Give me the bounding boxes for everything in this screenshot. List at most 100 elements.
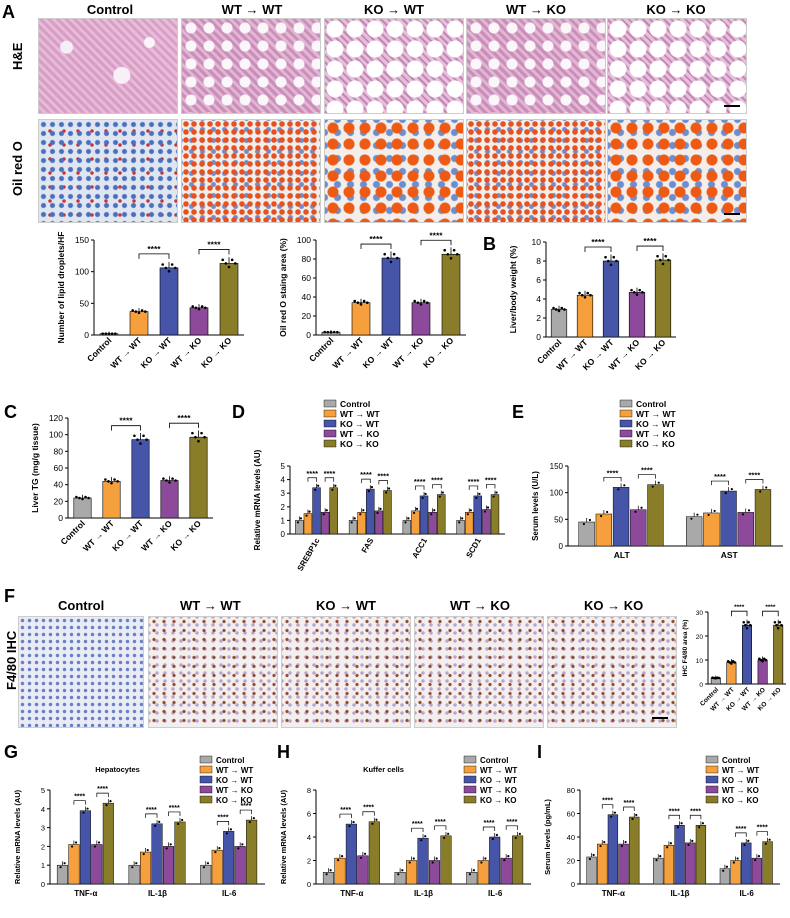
y-tick-label: 150 bbox=[75, 235, 89, 245]
data-point bbox=[656, 254, 659, 258]
data-point bbox=[582, 522, 586, 526]
data-point bbox=[165, 847, 168, 850]
y-axis-label: Serum levels (pg/mL) bbox=[543, 799, 552, 875]
data-point bbox=[554, 308, 558, 311]
data-point bbox=[107, 332, 111, 336]
data-point bbox=[557, 309, 561, 313]
data-point bbox=[661, 262, 665, 266]
data-point bbox=[81, 497, 84, 501]
bar bbox=[685, 842, 696, 885]
bar bbox=[140, 851, 152, 885]
significance-bracket bbox=[482, 826, 496, 831]
bar bbox=[411, 302, 431, 336]
significance-bracket bbox=[216, 821, 230, 826]
bar bbox=[368, 821, 380, 885]
data-point bbox=[353, 517, 356, 520]
data-point bbox=[408, 861, 411, 864]
legend-label: Control bbox=[722, 756, 750, 765]
bar bbox=[79, 810, 91, 885]
bar bbox=[762, 841, 773, 885]
y-tick-label: 2 bbox=[536, 313, 541, 323]
y-tick-label: 50 bbox=[554, 515, 563, 524]
data-point bbox=[518, 832, 521, 835]
significance-bracket bbox=[111, 425, 141, 431]
data-point bbox=[218, 847, 221, 850]
significance-bracket bbox=[169, 422, 199, 429]
y-tick-label: 20 bbox=[567, 857, 575, 866]
bar bbox=[234, 846, 246, 885]
y-tick-label: 40 bbox=[567, 833, 575, 842]
y-tick-label: 4 bbox=[307, 833, 311, 842]
data-point bbox=[701, 822, 705, 825]
bar bbox=[128, 864, 140, 885]
bar bbox=[223, 831, 235, 885]
data-point bbox=[140, 309, 144, 312]
bar bbox=[726, 662, 737, 685]
scale-bar bbox=[724, 213, 740, 215]
legend-label: WT → WT bbox=[722, 766, 759, 775]
data-point bbox=[206, 862, 210, 865]
legend-swatch bbox=[323, 409, 337, 418]
data-point bbox=[348, 824, 351, 828]
legend-label: WT → WT bbox=[480, 766, 517, 775]
data-point bbox=[370, 486, 374, 489]
bar bbox=[473, 495, 482, 535]
bar bbox=[303, 513, 313, 535]
data-point bbox=[142, 852, 145, 856]
data-point bbox=[759, 490, 762, 493]
y-tick-label: 60 bbox=[567, 810, 575, 819]
data-point bbox=[197, 307, 201, 311]
data-point bbox=[314, 488, 317, 491]
y-tick-label: 4 bbox=[41, 805, 45, 814]
bar bbox=[159, 267, 179, 336]
data-point bbox=[203, 435, 206, 439]
data-point bbox=[332, 330, 336, 334]
data-point bbox=[724, 491, 727, 495]
chart-title: Hepatocytes bbox=[95, 765, 140, 774]
bar bbox=[663, 844, 675, 885]
legend-swatch bbox=[463, 775, 477, 784]
bar bbox=[402, 520, 412, 535]
legend-swatch bbox=[199, 785, 213, 794]
bar bbox=[211, 849, 223, 885]
y-tick-label: 0 bbox=[306, 330, 311, 340]
data-point bbox=[424, 492, 427, 496]
data-point bbox=[651, 485, 654, 488]
micrograph-ihc-ko-ko bbox=[547, 616, 677, 728]
legend-swatch bbox=[199, 755, 213, 764]
data-point bbox=[420, 839, 423, 842]
bar bbox=[322, 872, 334, 885]
data-point bbox=[110, 332, 114, 335]
data-point bbox=[606, 510, 609, 514]
legend-label: KO → WT bbox=[722, 776, 759, 785]
data-point bbox=[768, 838, 771, 841]
legend-label: WT → KO bbox=[636, 429, 676, 439]
data-point bbox=[299, 517, 303, 520]
x-tick-label: KO → KO bbox=[199, 335, 234, 370]
data-point bbox=[691, 839, 694, 842]
data-point bbox=[322, 513, 325, 516]
data-point bbox=[441, 491, 444, 494]
significance-bracket bbox=[198, 249, 230, 255]
data-point bbox=[105, 804, 108, 807]
legend-swatch bbox=[199, 795, 213, 804]
y-tick-label: 5 bbox=[281, 462, 286, 471]
data-point bbox=[443, 836, 446, 839]
data-point bbox=[730, 487, 733, 491]
data-point bbox=[325, 873, 328, 876]
x-tick-label: SREBP1c bbox=[296, 536, 322, 573]
bar bbox=[742, 624, 752, 685]
bar bbox=[482, 509, 491, 535]
data-point bbox=[742, 620, 746, 624]
data-point bbox=[667, 258, 670, 262]
data-point bbox=[401, 869, 404, 872]
bar bbox=[160, 480, 179, 519]
legend-swatch bbox=[619, 439, 633, 448]
data-point bbox=[305, 514, 308, 517]
bar bbox=[440, 835, 452, 885]
significance-label: **** bbox=[240, 803, 251, 810]
legend-swatch bbox=[619, 409, 633, 418]
bar bbox=[91, 844, 103, 885]
data-point bbox=[325, 509, 328, 512]
y-tick-label: 0 bbox=[58, 513, 63, 523]
